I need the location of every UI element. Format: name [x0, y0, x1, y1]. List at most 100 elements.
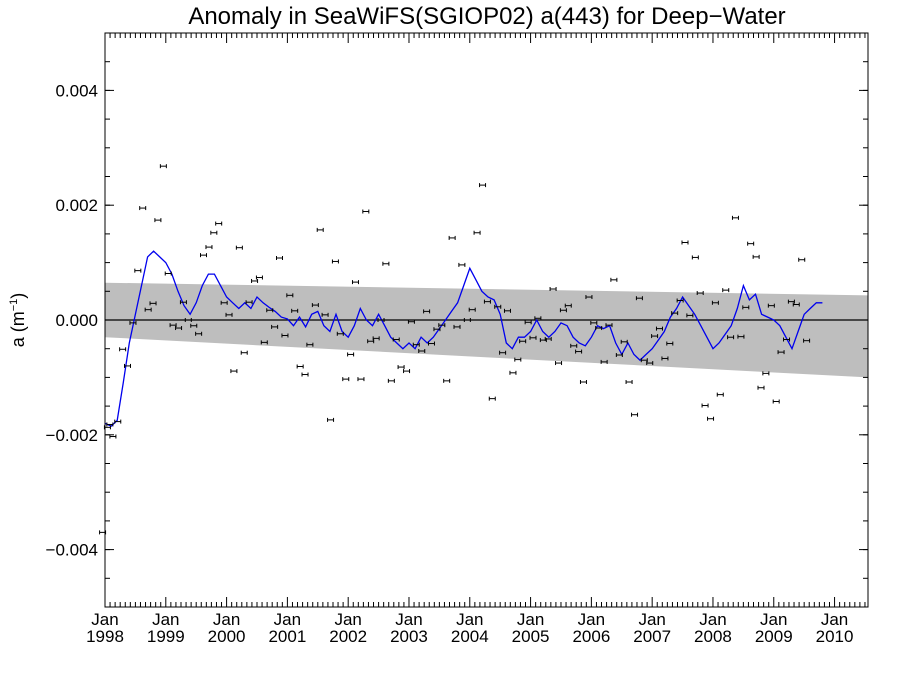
- data-point: [767, 303, 775, 308]
- y-tick-label: −0.002: [46, 426, 98, 445]
- data-point: [625, 379, 633, 384]
- data-point: [494, 304, 502, 309]
- data-point: [296, 364, 304, 369]
- data-point: [579, 379, 587, 384]
- x-tick-year-label: 2003: [390, 627, 428, 646]
- data-point: [655, 326, 663, 331]
- y-axis-label-main: a (m: [8, 311, 28, 347]
- data-point: [666, 341, 674, 346]
- data-point: [316, 227, 324, 232]
- x-tick-year-label: 2002: [329, 627, 367, 646]
- data-point: [661, 356, 669, 361]
- data-point: [195, 331, 203, 336]
- data-point: [149, 301, 157, 306]
- data-point: [640, 358, 648, 363]
- data-point: [403, 369, 411, 374]
- data-point: [407, 319, 415, 324]
- data-point: [519, 339, 527, 344]
- data-point: [777, 350, 785, 355]
- data-point: [762, 371, 770, 376]
- data-point: [483, 299, 491, 304]
- y-axis-label: a (m−1): [8, 293, 28, 348]
- chart-title: Anomaly in SeaWiFS(SGIOP02) a(443) for D…: [188, 3, 785, 30]
- data-point: [503, 308, 511, 313]
- data-point: [306, 342, 314, 347]
- x-tick-month-label: Jan: [91, 610, 118, 629]
- data-point: [123, 363, 131, 368]
- data-point: [559, 308, 567, 313]
- x-tick-month-label: Jan: [578, 610, 605, 629]
- data-point: [433, 327, 441, 332]
- data-point: [691, 255, 699, 260]
- data-point: [260, 340, 268, 345]
- data-point: [686, 313, 694, 318]
- data-point: [199, 253, 207, 258]
- data-point: [210, 230, 218, 235]
- data-point: [747, 241, 755, 246]
- data-point: [321, 312, 329, 317]
- x-tick-month-label: Jan: [213, 610, 240, 629]
- x-tick-year-label: 2005: [512, 627, 550, 646]
- y-axis-label-close: ): [8, 293, 28, 299]
- x-tick-month-label: Jan: [760, 610, 787, 629]
- x-tick-year-label: 2010: [816, 627, 854, 646]
- data-point: [787, 299, 795, 304]
- data-point: [443, 378, 451, 383]
- data-point: [311, 303, 319, 308]
- data-point: [392, 337, 400, 342]
- data-point: [230, 369, 238, 374]
- y-tick-label: 0.000: [55, 311, 98, 330]
- data-point: [387, 378, 395, 383]
- data-point: [372, 336, 380, 341]
- data-point: [225, 312, 233, 317]
- data-point: [716, 392, 724, 397]
- data-point: [235, 245, 243, 250]
- data-point: [286, 293, 294, 298]
- data-point: [220, 300, 228, 305]
- data-point: [651, 334, 659, 339]
- x-tick-year-label: 2006: [572, 627, 610, 646]
- data-point: [635, 296, 643, 301]
- data-point: [251, 278, 259, 283]
- data-point: [336, 331, 344, 336]
- x-tick-month-label: Jan: [334, 610, 361, 629]
- data-point: [331, 259, 339, 264]
- x-tick-year-label: 2008: [694, 627, 732, 646]
- data-point: [382, 261, 390, 266]
- data-point: [271, 324, 279, 329]
- data-point: [798, 257, 806, 262]
- data-point: [555, 361, 563, 366]
- data-point: [479, 183, 487, 188]
- data-point: [175, 326, 183, 331]
- y-tick-label: 0.002: [55, 196, 98, 215]
- data-point: [499, 350, 507, 355]
- x-tick-month-label: Jan: [456, 610, 483, 629]
- data-point: [169, 323, 177, 328]
- x-tick-month-label: Jan: [699, 610, 726, 629]
- data-point: [134, 268, 142, 273]
- data-point: [342, 377, 350, 382]
- data-point: [564, 303, 572, 308]
- data-point: [757, 385, 765, 390]
- data-point: [742, 305, 750, 310]
- data-point: [281, 333, 289, 338]
- data-point: [737, 334, 745, 339]
- data-point: [367, 339, 375, 344]
- data-point: [347, 352, 355, 357]
- data-point: [727, 335, 735, 340]
- data-point: [184, 318, 192, 322]
- x-tick-year-label: 2009: [755, 627, 793, 646]
- data-point: [245, 300, 253, 305]
- data-point: [357, 377, 365, 382]
- data-point: [676, 298, 684, 303]
- x-tick-month-label: Jan: [395, 610, 422, 629]
- data-point: [605, 323, 613, 328]
- data-point: [275, 256, 283, 261]
- data-point: [615, 353, 623, 358]
- data-point: [179, 300, 187, 305]
- data-point: [707, 416, 715, 421]
- x-tick-month-label: Jan: [517, 610, 544, 629]
- data-point: [159, 164, 167, 169]
- data-point: [351, 280, 359, 285]
